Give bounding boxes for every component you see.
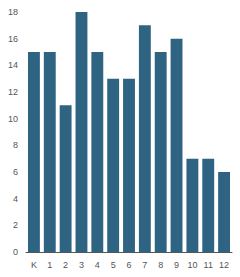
- svg-text:16: 16: [8, 34, 18, 44]
- svg-text:1: 1: [47, 260, 52, 270]
- svg-text:4: 4: [13, 194, 18, 204]
- svg-text:11: 11: [204, 260, 213, 270]
- svg-text:12: 12: [219, 260, 229, 270]
- svg-text:6: 6: [13, 167, 18, 177]
- svg-text:12: 12: [8, 87, 18, 97]
- svg-text:7: 7: [142, 260, 147, 270]
- svg-text:8: 8: [158, 260, 163, 270]
- svg-text:8: 8: [13, 140, 18, 150]
- svg-text:0: 0: [13, 247, 18, 257]
- svg-text:10: 10: [187, 260, 197, 270]
- svg-text:10: 10: [8, 114, 18, 124]
- svg-text:14: 14: [8, 60, 18, 70]
- svg-text:6: 6: [126, 260, 131, 270]
- svg-text:2: 2: [13, 220, 18, 230]
- svg-text:2: 2: [63, 260, 68, 270]
- svg-text:5: 5: [111, 260, 116, 270]
- svg-text:4: 4: [95, 260, 100, 270]
- svg-text:18: 18: [8, 7, 18, 17]
- svg-text:9: 9: [174, 260, 179, 270]
- svg-text:K: K: [31, 260, 37, 270]
- svg-text:3: 3: [79, 260, 84, 270]
